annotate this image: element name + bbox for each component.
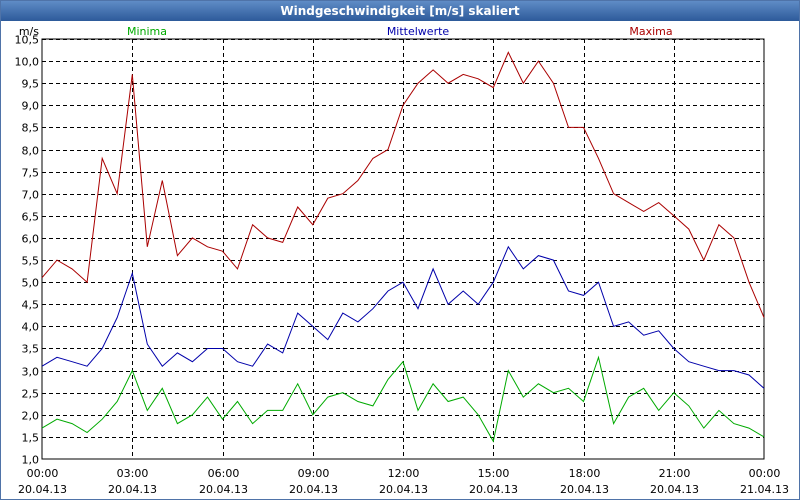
y-tick-label: 10,0 (15, 56, 40, 69)
y-tick-label: 1,5 (22, 432, 40, 445)
y-tick-label: 7,0 (22, 189, 40, 202)
y-axis-label: m/s (19, 25, 39, 38)
y-tick-label: 5,0 (22, 277, 40, 290)
y-tick-label: 2,5 (22, 388, 40, 401)
series-line-mittelwerte (41, 245, 765, 389)
x-tick-time: 06:00 (208, 467, 240, 480)
y-tick-label: 3,5 (22, 343, 40, 356)
y-tick-label: 4,5 (22, 299, 40, 312)
y-tick-label: 8,0 (22, 145, 40, 158)
x-tick-date: 20.04.13 (469, 483, 518, 496)
y-tick-label: 7,5 (22, 167, 40, 180)
x-tick-date: 20.04.13 (560, 483, 609, 496)
x-tick-time: 18:00 (569, 467, 601, 480)
legend-mittelwerte: Mittelwerte (387, 25, 450, 38)
y-tick-label: 9,5 (22, 78, 40, 91)
x-tick-time: 15:00 (478, 467, 510, 480)
y-tick-label: 3,0 (22, 366, 40, 379)
x-tick-date: 20.04.13 (379, 483, 428, 496)
y-tick-label: 6,5 (22, 211, 40, 224)
x-tick-time: 09:00 (298, 467, 330, 480)
y-tick-label: 1,0 (22, 454, 40, 467)
y-tick-label: 8,5 (22, 122, 40, 135)
legend-maxima: Maxima (629, 25, 672, 38)
y-tick-label: 9,0 (22, 100, 40, 113)
legend-minima: Minima (127, 25, 167, 38)
chart-title: Windgeschwindigkeit [m/s] skaliert (1, 1, 799, 21)
y-tick-label: 2,0 (22, 410, 40, 423)
x-tick-time: 12:00 (388, 467, 420, 480)
series-line-minima (41, 355, 765, 443)
y-tick-label: 10,5 (15, 34, 40, 47)
x-tick-time: 21:00 (659, 467, 691, 480)
x-tick-date: 20.04.13 (199, 483, 248, 496)
x-tick-date: 20.04.13 (289, 483, 338, 496)
x-tick-date: 20.04.13 (18, 483, 67, 496)
x-tick-date: 21.04.13 (740, 483, 789, 496)
x-tick-date: 20.04.13 (108, 483, 157, 496)
wind-speed-chart: 1,0 1,5 2,0 2,5 3,0 3,5 4,0 4,5 5,0 5,5 6,0 6,5 7,0 7… (15, 25, 789, 496)
y-tick-label: 6,0 (22, 233, 40, 246)
y-tick-label: 5,5 (22, 255, 40, 268)
x-tick-time: 03:00 (117, 467, 149, 480)
x-tick-date: 20.04.13 (650, 483, 699, 496)
x-tick-time: 00:00 (27, 467, 59, 480)
y-tick-label: 4,0 (22, 321, 40, 334)
series-line-maxima (41, 51, 765, 318)
x-tick-time: 00:00 (749, 467, 781, 480)
